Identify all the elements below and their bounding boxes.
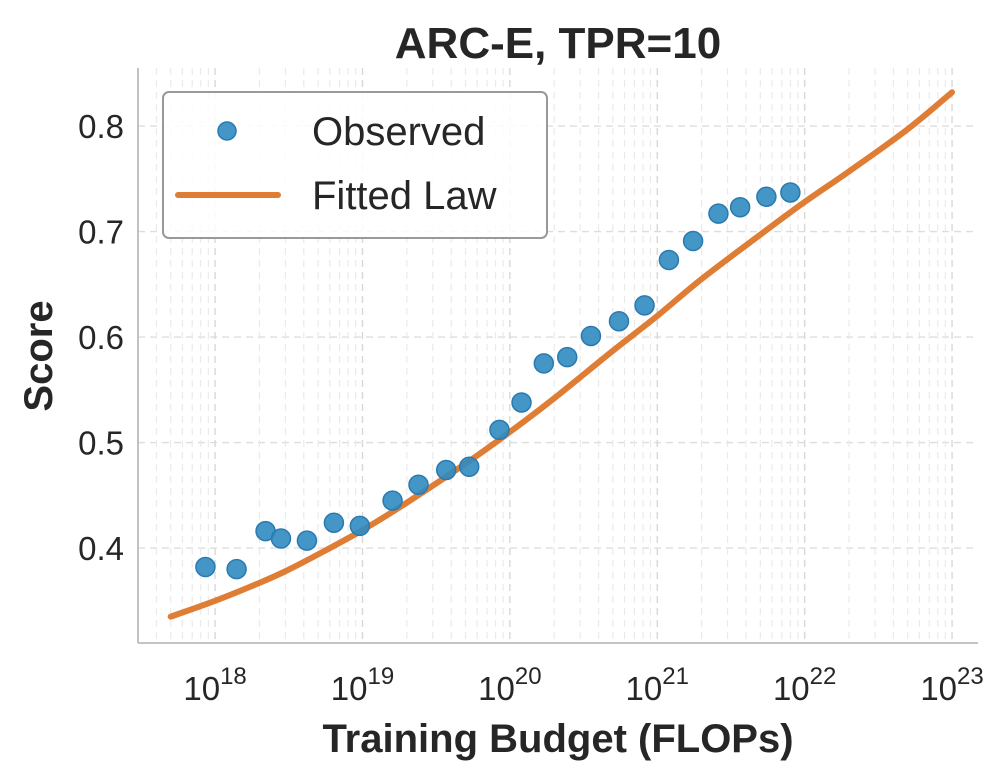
observed-point xyxy=(226,558,247,580)
x-tick-base: 10 xyxy=(920,670,957,707)
legend-fitted-label: Fitted Law xyxy=(312,174,497,218)
observed-point xyxy=(323,512,345,533)
x-tick-label: 1021 xyxy=(626,663,689,707)
observed-point xyxy=(270,528,292,549)
observed-point xyxy=(580,325,602,347)
x-tick-base: 10 xyxy=(331,670,368,707)
chart-title: ARC-E, TPR=10 xyxy=(395,19,721,68)
grid xyxy=(137,68,978,643)
observed-point xyxy=(658,249,680,271)
x-tick-label: 1023 xyxy=(920,663,983,707)
observed-point xyxy=(533,353,555,374)
observed-point xyxy=(489,419,510,441)
x-tick-exponent: 20 xyxy=(515,663,542,690)
observed-point xyxy=(729,197,751,218)
observed-point xyxy=(756,186,777,207)
x-tick-label: 1022 xyxy=(773,663,836,707)
observed-point xyxy=(435,459,457,481)
legend-observed-label: Observed xyxy=(312,110,485,154)
observed-point xyxy=(682,230,704,252)
x-tick-label: 1020 xyxy=(478,663,541,707)
x-tick-base: 10 xyxy=(183,670,220,707)
observed-point xyxy=(195,556,216,578)
observed-point xyxy=(780,182,801,203)
observed-point xyxy=(708,203,729,224)
observed-point xyxy=(408,474,429,495)
y-tick-label: 0.7 xyxy=(78,214,124,251)
fitted-law-line xyxy=(167,89,956,620)
observed-point xyxy=(349,515,371,537)
observed-point xyxy=(296,530,318,551)
x-tick-exponent: 22 xyxy=(810,663,837,690)
y-tick-label: 0.8 xyxy=(78,108,124,145)
observed-point xyxy=(634,295,655,316)
x-tick-label: 1019 xyxy=(331,663,394,707)
y-tick-label: 0.4 xyxy=(78,530,124,567)
x-axis-title: Training Budget (FLOPs) xyxy=(322,717,793,761)
observed-point xyxy=(382,490,403,511)
observed-point xyxy=(511,392,532,413)
x-tick-exponent: 23 xyxy=(957,663,984,690)
legend: Observed Fitted Law xyxy=(162,91,548,239)
legend-box xyxy=(162,91,548,239)
x-tick-base: 10 xyxy=(478,670,515,707)
observed-point xyxy=(556,346,578,368)
x-tick-base: 10 xyxy=(773,670,810,707)
x-tick-exponent: 18 xyxy=(220,663,247,690)
y-tick-label: 0.5 xyxy=(78,425,124,462)
series xyxy=(167,89,956,620)
observed-point xyxy=(458,456,480,478)
axes xyxy=(137,68,978,644)
x-tick-label: 1018 xyxy=(183,663,246,707)
x-tick-base: 10 xyxy=(626,670,663,707)
x-tick-exponent: 21 xyxy=(662,663,689,690)
x-tick-exponent: 19 xyxy=(367,663,394,690)
legend-observed-marker xyxy=(217,121,237,141)
y-axis-title: Score xyxy=(17,300,61,411)
y-tick-label: 0.6 xyxy=(78,319,124,356)
observed-point xyxy=(608,310,630,332)
